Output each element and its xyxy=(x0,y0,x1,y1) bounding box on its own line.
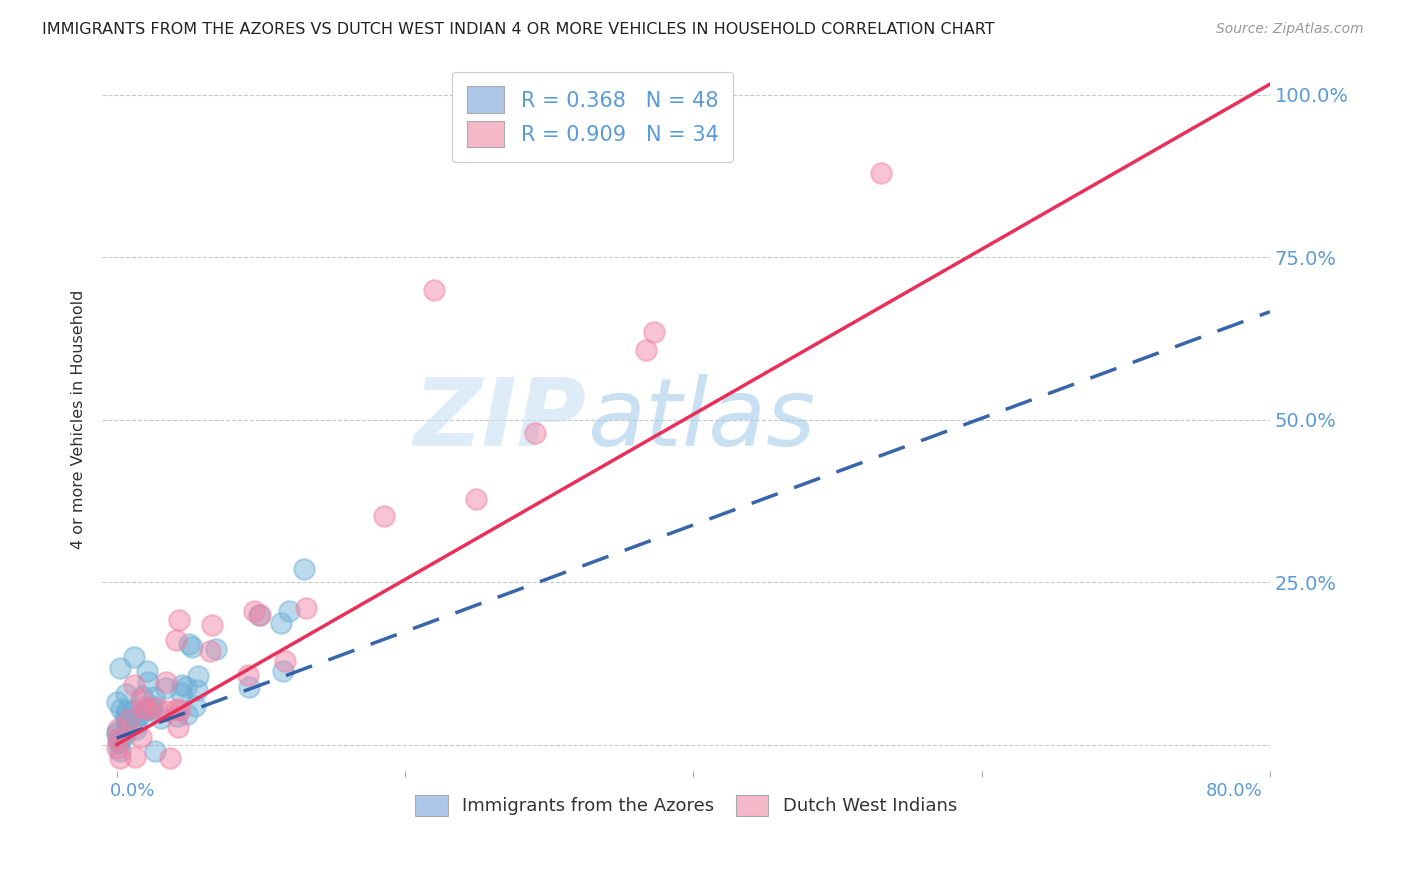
Point xyxy=(204,642,226,657)
Point xyxy=(636,343,658,358)
Point xyxy=(132,700,155,714)
Point xyxy=(107,736,129,750)
Point xyxy=(179,637,201,651)
Point xyxy=(127,709,149,723)
Point xyxy=(243,604,266,618)
Point xyxy=(129,730,152,744)
Text: 80.0%: 80.0% xyxy=(1206,782,1263,800)
Point xyxy=(115,714,138,728)
Point xyxy=(236,667,259,681)
Point xyxy=(247,607,270,622)
Point xyxy=(114,708,136,723)
Point xyxy=(270,615,292,630)
Point xyxy=(105,727,128,741)
Point xyxy=(122,704,145,718)
Point xyxy=(139,702,162,716)
Point xyxy=(129,706,152,721)
Point xyxy=(295,600,318,615)
Point xyxy=(271,665,294,679)
Y-axis label: 4 or more Vehicles in Household: 4 or more Vehicles in Household xyxy=(72,290,86,549)
Point xyxy=(423,283,446,297)
Point xyxy=(143,690,166,705)
Point xyxy=(643,325,665,339)
Point xyxy=(176,707,198,722)
Point xyxy=(174,680,197,694)
Text: atlas: atlas xyxy=(586,374,815,465)
Point xyxy=(107,722,129,736)
Point xyxy=(143,744,166,758)
Point xyxy=(141,698,163,713)
Point xyxy=(201,617,224,632)
Text: 0.0%: 0.0% xyxy=(110,782,155,800)
Point xyxy=(167,720,190,734)
Text: IMMIGRANTS FROM THE AZORES VS DUTCH WEST INDIAN 4 OR MORE VEHICLES IN HOUSEHOLD : IMMIGRANTS FROM THE AZORES VS DUTCH WEST… xyxy=(42,22,995,37)
Point xyxy=(165,632,187,647)
Point xyxy=(186,683,208,698)
Point xyxy=(238,680,260,694)
Point xyxy=(146,701,169,715)
Point xyxy=(149,711,172,725)
Point xyxy=(274,653,297,667)
Point xyxy=(105,740,128,755)
Point xyxy=(183,698,205,713)
Point xyxy=(159,750,181,764)
Point xyxy=(169,613,191,627)
Point xyxy=(115,686,138,700)
Point xyxy=(155,681,177,695)
Point xyxy=(124,750,146,764)
Point xyxy=(292,562,315,576)
Point xyxy=(110,733,132,747)
Point xyxy=(155,675,177,690)
Point xyxy=(465,492,488,507)
Point xyxy=(136,664,159,678)
Point xyxy=(166,702,188,716)
Legend: Immigrants from the Azores, Dutch West Indians: Immigrants from the Azores, Dutch West I… xyxy=(406,786,966,825)
Point xyxy=(135,702,157,716)
Point xyxy=(115,703,138,717)
Point xyxy=(869,165,891,179)
Text: Source: ZipAtlas.com: Source: ZipAtlas.com xyxy=(1216,22,1364,37)
Point xyxy=(108,750,131,764)
Point xyxy=(249,608,271,623)
Point xyxy=(198,643,221,657)
Point xyxy=(129,692,152,706)
Point xyxy=(170,685,193,699)
Point xyxy=(134,702,156,716)
Point xyxy=(108,661,131,675)
Point xyxy=(156,704,179,718)
Point xyxy=(373,509,395,524)
Point xyxy=(114,728,136,742)
Point xyxy=(110,701,132,715)
Point xyxy=(122,649,145,664)
Point xyxy=(170,678,193,692)
Point xyxy=(180,640,202,654)
Point xyxy=(523,425,546,440)
Point xyxy=(122,677,145,691)
Point xyxy=(187,669,209,683)
Point xyxy=(105,695,128,709)
Point xyxy=(169,702,191,716)
Point xyxy=(166,709,188,723)
Point xyxy=(107,732,129,747)
Text: ZIP: ZIP xyxy=(413,374,586,466)
Point xyxy=(118,713,141,727)
Point xyxy=(125,722,148,736)
Point xyxy=(114,712,136,726)
Point xyxy=(131,689,153,703)
Point xyxy=(277,604,299,618)
Point xyxy=(136,675,159,690)
Point xyxy=(125,716,148,731)
Point xyxy=(110,744,132,758)
Point xyxy=(110,730,132,744)
Point xyxy=(105,724,128,739)
